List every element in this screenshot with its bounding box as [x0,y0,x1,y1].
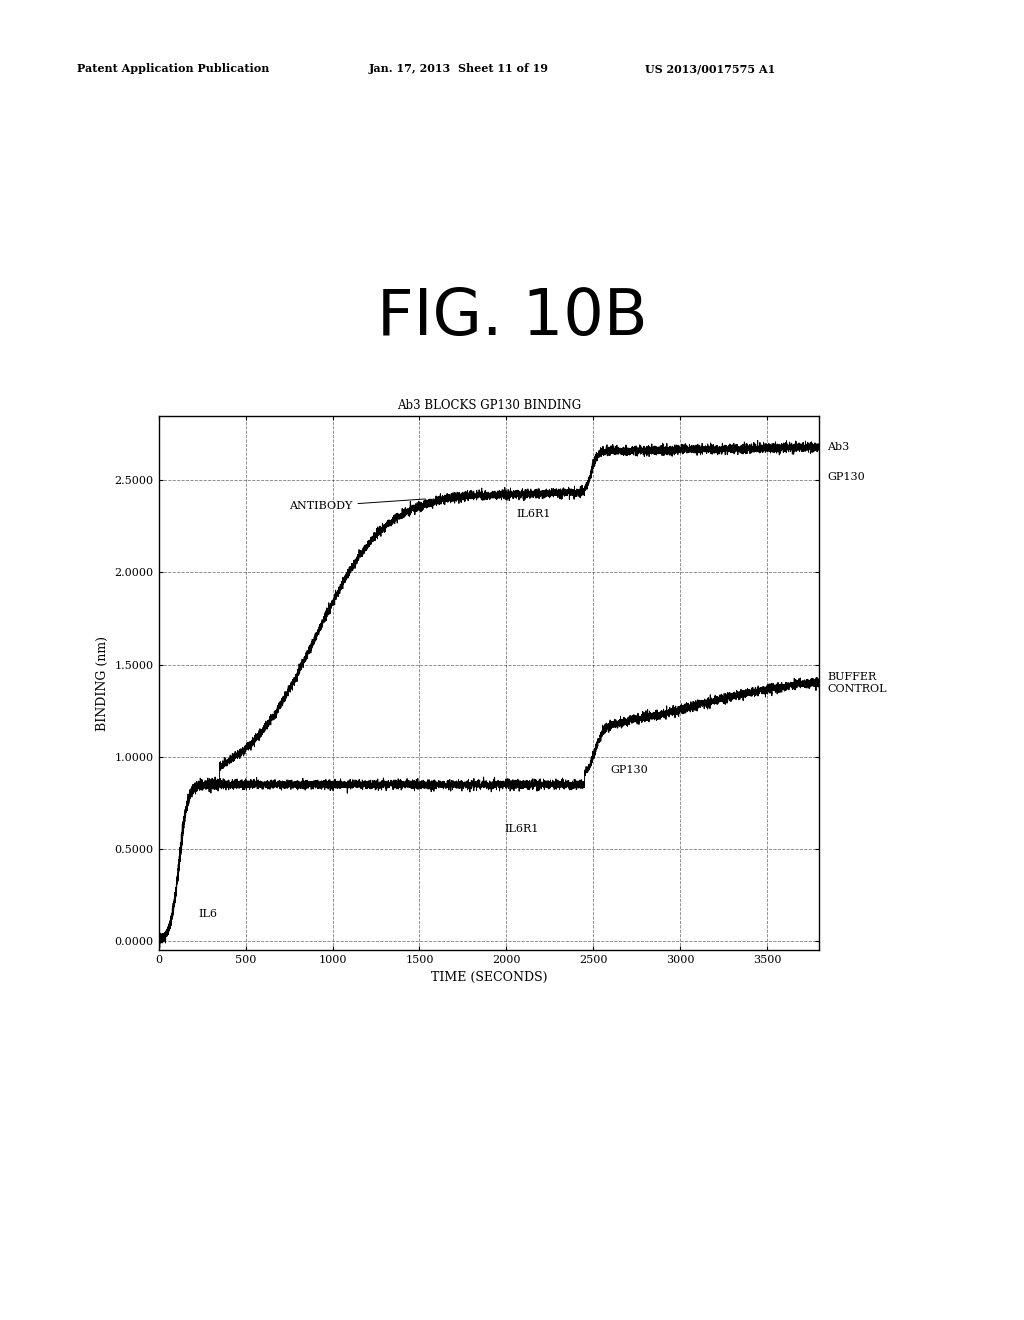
Text: BUFFER
CONTROL: BUFFER CONTROL [827,672,887,694]
Text: ANTIBODY: ANTIBODY [289,499,425,511]
Text: IL6R1: IL6R1 [505,824,539,834]
Text: Ab3: Ab3 [827,442,850,453]
Y-axis label: BINDING (nm): BINDING (nm) [96,636,110,730]
Text: Jan. 17, 2013  Sheet 11 of 19: Jan. 17, 2013 Sheet 11 of 19 [369,63,549,74]
Text: GP130: GP130 [610,766,648,775]
Text: IL6R1: IL6R1 [517,510,551,519]
Text: FIG. 10B: FIG. 10B [377,286,647,347]
Text: IL6: IL6 [199,909,218,919]
Text: Patent Application Publication: Patent Application Publication [77,63,269,74]
Text: GP130: GP130 [827,471,865,482]
Title: Ab3 BLOCKS GP130 BINDING: Ab3 BLOCKS GP130 BINDING [397,399,581,412]
X-axis label: TIME (SECONDS): TIME (SECONDS) [431,970,547,983]
Text: US 2013/0017575 A1: US 2013/0017575 A1 [645,63,775,74]
